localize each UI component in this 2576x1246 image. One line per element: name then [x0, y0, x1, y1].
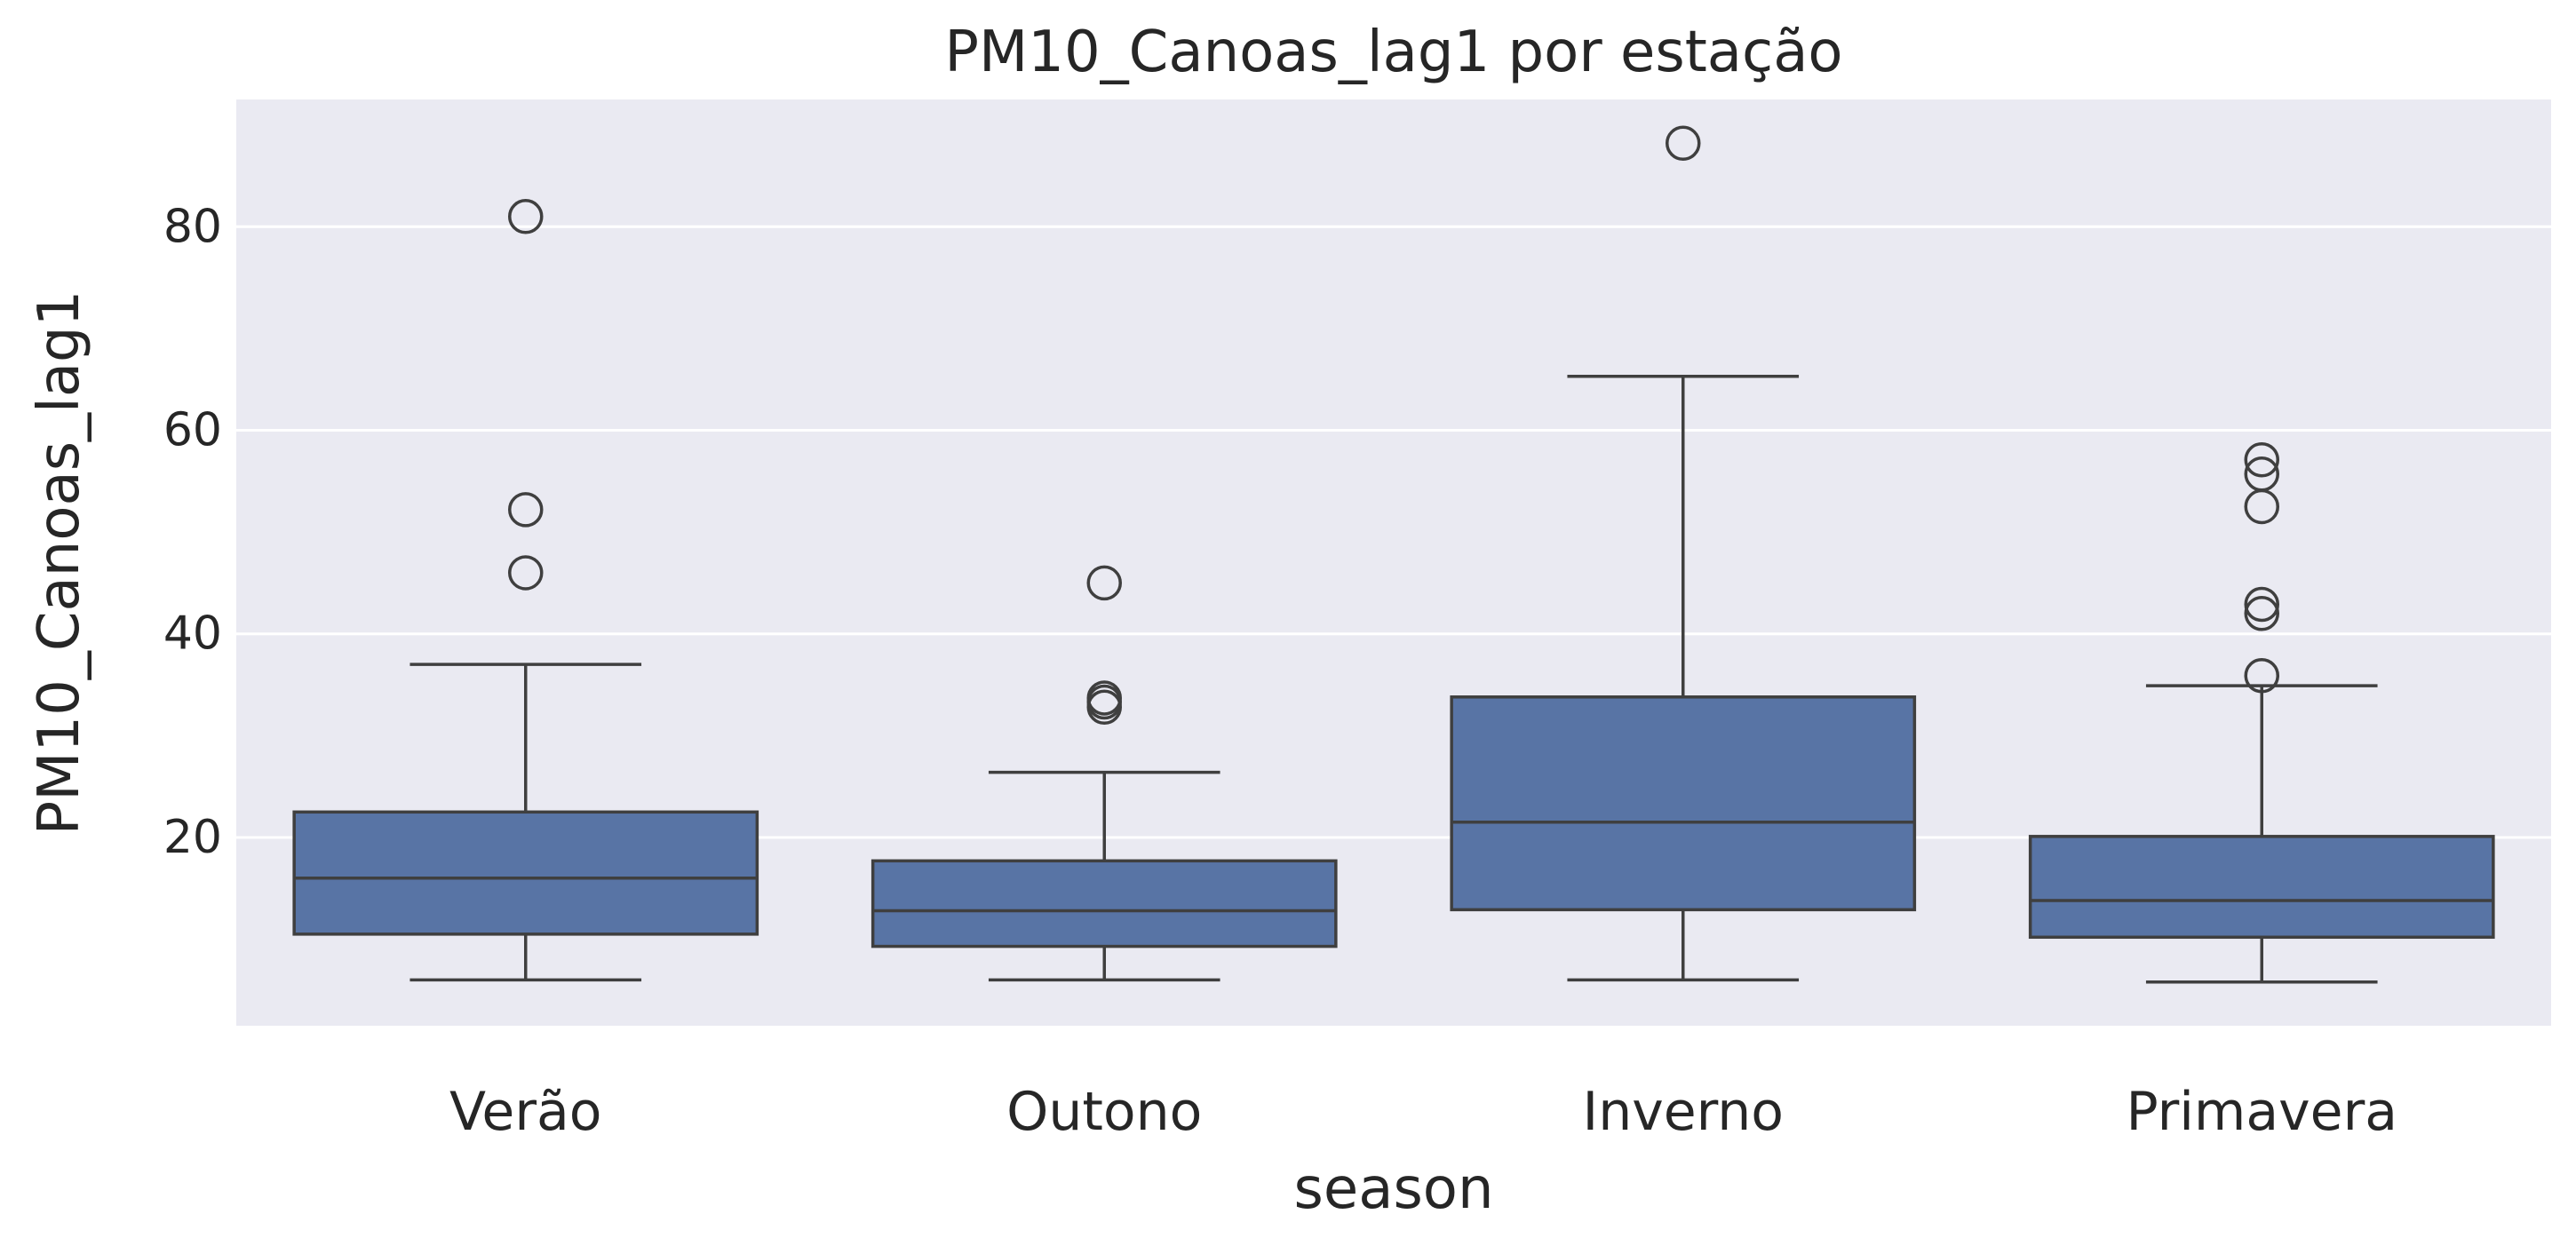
- y-tick-label: 60: [163, 404, 222, 457]
- y-tick-label: 20: [163, 811, 222, 864]
- x-tick-label: Primavera: [2126, 1081, 2397, 1143]
- outlier-point: [2244, 456, 2279, 492]
- outlier-point: [1666, 125, 1701, 162]
- outlier-point: [2244, 441, 2279, 478]
- outlier-point: [508, 492, 544, 528]
- outlier-point: [2244, 586, 2279, 623]
- outlier-point: [508, 199, 544, 234]
- box-series: [292, 125, 2495, 984]
- box-1: [292, 199, 759, 982]
- x-axis-ticks: Verão Outono Inverno Primavera: [449, 1081, 2397, 1143]
- outlier-point: [1086, 565, 1122, 601]
- x-tick-label: Inverno: [1583, 1081, 1785, 1143]
- outlier-point: [2244, 657, 2279, 694]
- outlier-point: [1086, 680, 1122, 716]
- y-axis-label: PM10_Canoas_lag1: [27, 290, 92, 836]
- x-axis-label: season: [1294, 1156, 1494, 1222]
- y-tick-label: 80: [163, 200, 222, 253]
- outlier-point: [508, 555, 544, 591]
- iqr-box: [2028, 835, 2495, 940]
- iqr-box: [292, 810, 759, 936]
- chart-title: PM10_Canoas_lag1 por estação: [944, 20, 1842, 85]
- box-2: [871, 565, 1338, 982]
- x-tick-label: Verão: [449, 1081, 601, 1143]
- y-axis-ticks: 20 40 60 80: [163, 200, 222, 864]
- box-4: [2028, 441, 2495, 984]
- iqr-box: [1450, 695, 1917, 912]
- x-tick-label: Outono: [1006, 1081, 1202, 1143]
- iqr-box: [871, 859, 1338, 948]
- outlier-point: [2244, 596, 2279, 631]
- box-3: [1450, 125, 1917, 982]
- y-tick-label: 40: [163, 607, 222, 661]
